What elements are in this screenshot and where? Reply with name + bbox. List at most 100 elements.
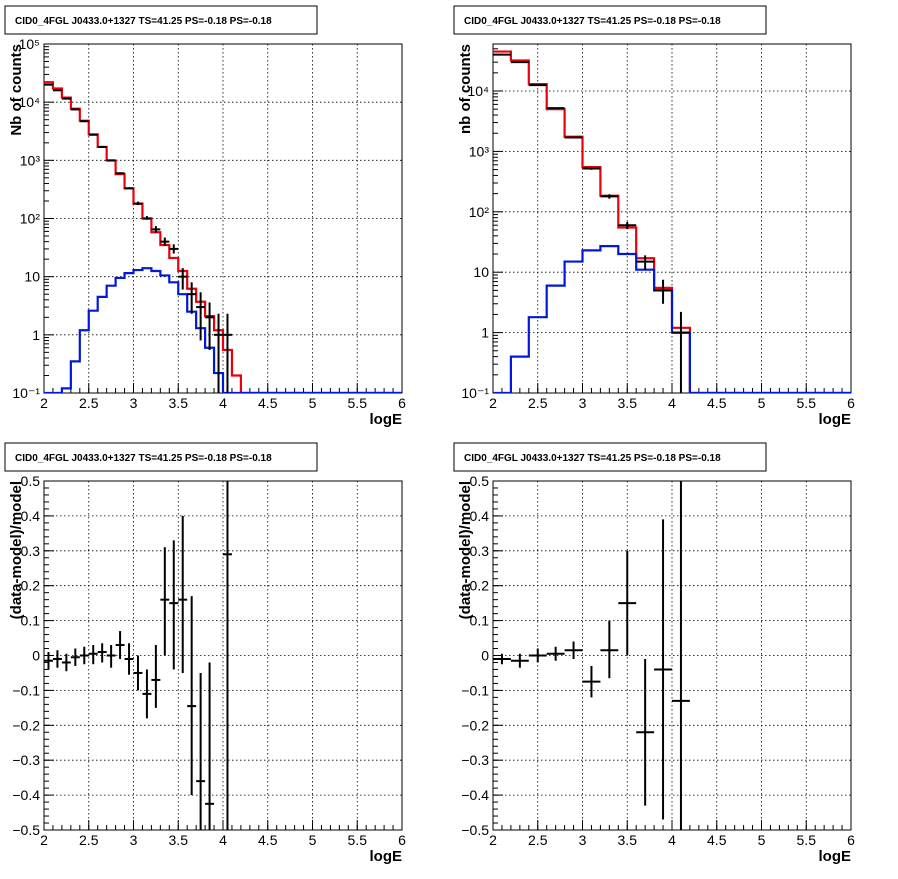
y-tick-label: 0.4 [21,508,41,524]
x-tick-label: 3 [130,395,138,411]
x-tick-label: 6 [398,832,406,848]
counts-plot-left: CID0_4FGL J0433.0+1327 TS=41.25 PS=-0.18… [4,5,406,428]
chart-title: CID0_4FGL J0433.0+1327 TS=41.25 PS=-0.18… [15,453,272,464]
y-tick-label: 10² [20,211,41,227]
title-box [453,5,767,35]
series-group [44,481,232,830]
x-tick-label: 5 [309,832,317,848]
y-axis-label: Nb of counts [8,44,25,136]
y-tick-label: −0.3 [461,752,489,768]
y-tick-label: 10³ [20,152,41,168]
chart-title: CID0_4FGL J0433.0+1327 TS=41.25 PS=-0.18… [464,16,721,27]
model-histogram-line [493,50,851,393]
y-tick-label: 0.4 [470,508,490,524]
y-axis-label: (data-model)/model [8,481,25,619]
y-tick-label: 0.5 [21,473,41,489]
x-tick-label: 4.5 [258,832,278,848]
x-tick-label: 5.5 [348,832,368,848]
y-tick-label: 10³ [469,143,490,159]
x-tick-label: 3 [130,832,138,848]
series-group [493,481,690,830]
title-box [4,442,318,472]
x-tick-label: 3.5 [169,395,189,411]
chart-title: CID0_4FGL J0433.0+1327 TS=41.25 PS=-0.18… [464,453,721,464]
x-tick-label: 5.5 [797,395,817,411]
x-tick-label: 4 [668,395,676,411]
y-tick-label: −0.2 [461,717,489,733]
y-tick-label: −0.2 [12,717,40,733]
y-tick-label: 0 [481,648,489,664]
x-tick-label: 3.5 [618,832,638,848]
x-tick-label: 2.5 [79,832,99,848]
y-tick-label: 0.2 [470,578,490,594]
x-tick-label: 2.5 [528,832,548,848]
y-tick-label: −0.4 [461,787,489,803]
y-tick-label: 10⁵ [19,36,40,52]
title-box [453,442,767,472]
x-tick-label: 4.5 [707,395,727,411]
x-tick-label: 3 [579,395,587,411]
series-group [44,81,402,393]
x-tick-label: 4.5 [707,832,727,848]
source-histogram-line [44,267,402,393]
x-tick-label: 2 [489,832,497,848]
x-axis-label: logE [370,848,403,865]
x-tick-label: 3 [579,832,587,848]
x-tick-label: 4 [219,832,227,848]
y-axis-label: nb of counts [457,44,474,134]
y-axis-label: (data-model)/model [457,481,474,619]
x-axis-label: logE [819,848,852,865]
pad-top-right: CID0_4FGL J0433.0+1327 TS=41.25 PS=-0.18… [449,0,898,437]
x-tick-label: 5.5 [348,395,368,411]
counts-plot-right: CID0_4FGL J0433.0+1327 TS=41.25 PS=-0.18… [453,5,855,428]
residual-plot-left: CID0_4FGL J0433.0+1327 TS=41.25 PS=-0.18… [4,442,406,865]
y-tick-label: 0.3 [470,543,490,559]
x-tick-label: 4.5 [258,395,278,411]
y-tick-label: 10 [24,269,40,285]
y-tick-label: 10⁻¹ [461,385,489,401]
x-tick-label: 5 [758,832,766,848]
title-box [4,5,318,35]
chart-title: CID0_4FGL J0433.0+1327 TS=41.25 PS=-0.18… [15,16,272,27]
y-tick-label: 0.3 [21,543,41,559]
y-tick-label: −0.5 [12,822,40,838]
x-tick-label: 5 [309,395,317,411]
x-tick-label: 2.5 [528,395,548,411]
x-tick-label: 2 [40,395,48,411]
x-tick-label: 2 [40,832,48,848]
x-tick-label: 4 [668,832,676,848]
y-tick-label: 0.5 [470,473,490,489]
y-tick-label: 1 [481,325,489,341]
x-axis-label: logE [370,411,403,428]
y-tick-label: −0.1 [461,682,489,698]
residual-plot-right: CID0_4FGL J0433.0+1327 TS=41.25 PS=-0.18… [453,442,855,865]
y-tick-label: 0 [32,648,40,664]
y-tick-label: 0.2 [21,578,41,594]
plot-frame [43,480,403,831]
y-tick-label: 1 [32,327,40,343]
x-tick-label: 2.5 [79,395,99,411]
y-tick-label: 10² [469,204,490,220]
pad-bottom-right: CID0_4FGL J0433.0+1327 TS=41.25 PS=-0.18… [449,437,898,874]
x-tick-label: 6 [398,395,406,411]
x-axis-label: logE [819,411,852,428]
y-tick-label: 0.1 [21,613,41,629]
x-tick-label: 5.5 [797,832,817,848]
y-tick-label: −0.5 [461,822,489,838]
y-tick-label: −0.4 [12,787,40,803]
x-tick-label: 6 [847,832,855,848]
pad-top-left: CID0_4FGL J0433.0+1327 TS=41.25 PS=-0.18… [0,0,449,437]
y-tick-label: −0.3 [12,752,40,768]
pad-bottom-left: CID0_4FGL J0433.0+1327 TS=41.25 PS=-0.18… [0,437,449,874]
x-tick-label: 4 [219,395,227,411]
y-tick-label: −0.1 [12,682,40,698]
y-tick-label: 10⁴ [467,83,489,99]
x-tick-label: 3.5 [618,395,638,411]
series-group [493,50,851,393]
x-tick-label: 6 [847,395,855,411]
plot-frame [492,43,852,394]
y-tick-label: 10 [473,264,489,280]
x-tick-label: 2 [489,395,497,411]
y-tick-label: 10⁴ [18,94,40,110]
x-tick-label: 5 [758,395,766,411]
